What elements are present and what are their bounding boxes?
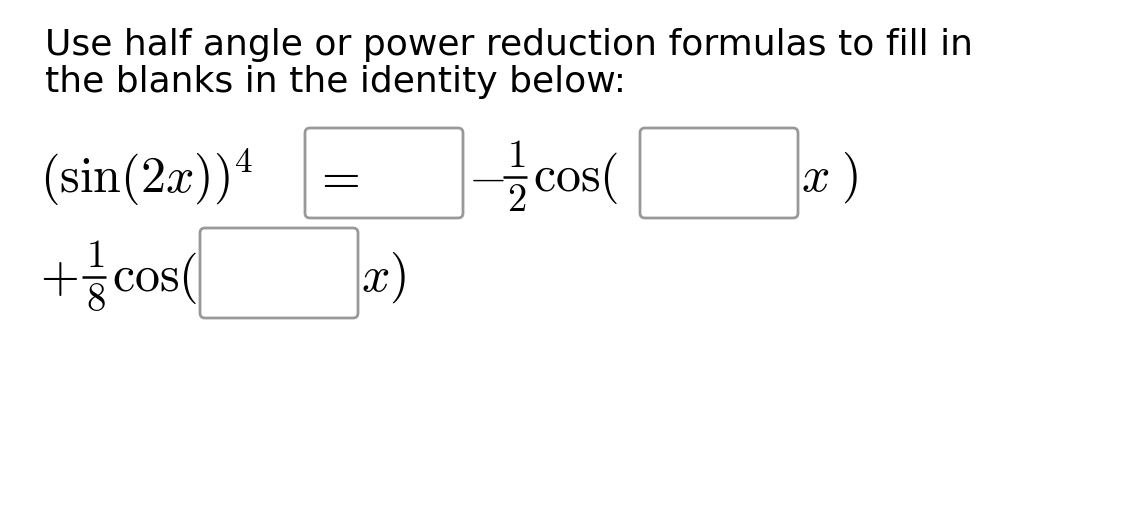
Text: $1$: $1$ — [86, 237, 105, 275]
FancyBboxPatch shape — [200, 228, 358, 318]
Text: $=$: $=$ — [313, 154, 360, 202]
Text: $(\sin(2x))^4$: $(\sin(2x))^4$ — [40, 148, 253, 208]
Text: $\cos($: $\cos($ — [112, 250, 198, 306]
Text: $+$: $+$ — [40, 254, 78, 302]
Text: $-$: $-$ — [468, 154, 505, 202]
Text: $x\;)$: $x\;)$ — [801, 151, 858, 205]
Text: $x)$: $x)$ — [361, 250, 406, 305]
FancyBboxPatch shape — [305, 128, 463, 218]
Text: $1$: $1$ — [507, 137, 525, 175]
Text: $2$: $2$ — [507, 181, 526, 219]
Text: Use half angle or power reduction formulas to fill in: Use half angle or power reduction formul… — [45, 28, 973, 62]
FancyBboxPatch shape — [640, 128, 798, 218]
Text: $\cos($: $\cos($ — [533, 150, 619, 206]
Text: $8$: $8$ — [86, 281, 106, 319]
Text: the blanks in the identity below:: the blanks in the identity below: — [45, 65, 626, 99]
